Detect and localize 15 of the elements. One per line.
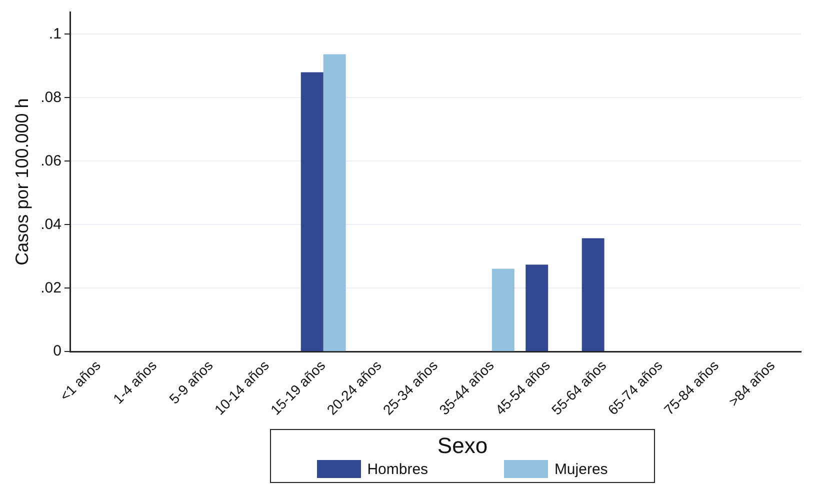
y-tick-label: 0: [53, 342, 62, 360]
y-tick-label: .08: [40, 88, 62, 106]
y-tick-label: .06: [40, 152, 62, 170]
bar: [300, 72, 324, 352]
y-tick-label: .02: [40, 279, 62, 296]
bar: [492, 268, 514, 352]
legend-label: Mujeres: [554, 460, 608, 478]
bar: [323, 54, 346, 352]
y-tick-label: .1: [48, 25, 62, 42]
y-axis-title: Casos por 100.000 h: [12, 98, 32, 266]
bar: [526, 264, 548, 352]
legend-label: Hombres: [367, 460, 428, 478]
legend-title: Sexo: [436, 432, 489, 460]
bar: [582, 238, 604, 352]
y-tick-label: .04: [40, 216, 62, 233]
